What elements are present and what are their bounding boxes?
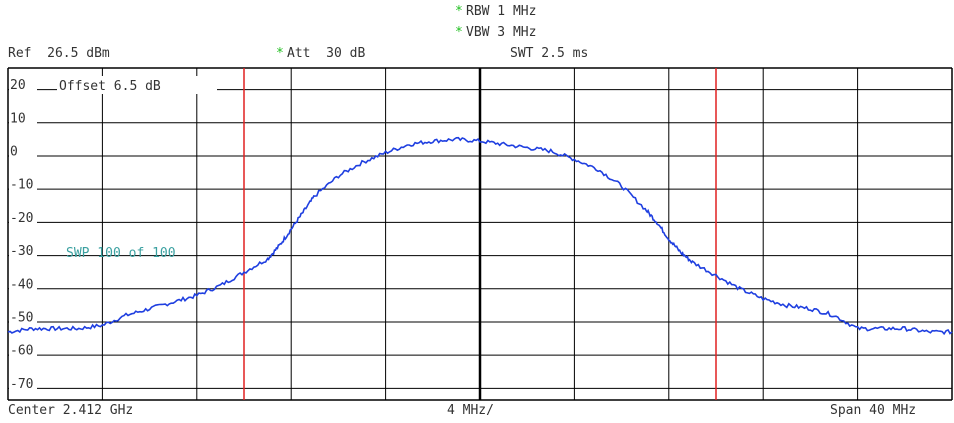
y-tick-label: -50 bbox=[10, 310, 33, 325]
y-tick-labels: 20 10 0 -10 -20 -30 -40 -50 -60 -70 bbox=[9, 78, 37, 392]
sweep-time-label: SWT 2.5 ms bbox=[510, 46, 589, 61]
y-tick-label: 0 bbox=[10, 144, 18, 159]
rbw-star-icon: * bbox=[455, 4, 463, 19]
offset-label: Offset 6.5 dB bbox=[59, 79, 161, 94]
y-tick-label-bg bbox=[9, 379, 37, 390]
y-tick-label: -40 bbox=[10, 277, 33, 292]
y-tick-label-bg bbox=[9, 312, 37, 323]
y-tick-label-bg bbox=[9, 80, 37, 91]
y-tick-label-bg bbox=[9, 180, 37, 191]
y-tick-label-bg bbox=[9, 146, 37, 157]
y-tick-label: -20 bbox=[10, 211, 33, 226]
y-tick-label: -70 bbox=[10, 377, 33, 392]
y-tick-label: 10 bbox=[10, 111, 26, 126]
y-tick-label: -30 bbox=[10, 244, 33, 259]
y-tick-label: -10 bbox=[10, 178, 33, 193]
offset-label-bg bbox=[57, 76, 217, 94]
plot-grid bbox=[7, 67, 953, 401]
y-tick-label: -60 bbox=[10, 344, 33, 359]
vertical-markers bbox=[243, 68, 717, 400]
sweep-count-label: SWP 100 of 100 bbox=[66, 246, 176, 261]
att-star-icon: * bbox=[276, 46, 284, 61]
y-tick-label-bg bbox=[9, 279, 37, 290]
y-tick-label-bg bbox=[9, 246, 37, 257]
vbw-star-icon: * bbox=[455, 25, 463, 40]
attenuation-label: Att 30 dB bbox=[287, 46, 366, 61]
division-label: 4 MHz/ bbox=[447, 403, 494, 418]
y-tick-label-bg bbox=[9, 113, 37, 124]
spectrum-trace bbox=[7, 136, 953, 336]
y-tick-label-bg bbox=[9, 346, 37, 357]
span-label: Span 40 MHz bbox=[830, 403, 917, 418]
reference-level: Ref 26.5 dBm bbox=[8, 46, 110, 61]
vbw-label: VBW 3 MHz bbox=[466, 25, 537, 40]
center-frequency: Center 2.412 GHz bbox=[8, 403, 134, 418]
y-tick-label: 20 bbox=[10, 78, 26, 93]
y-tick-label-bg bbox=[9, 213, 37, 224]
rbw-label: RBW 1 MHz bbox=[466, 4, 537, 19]
